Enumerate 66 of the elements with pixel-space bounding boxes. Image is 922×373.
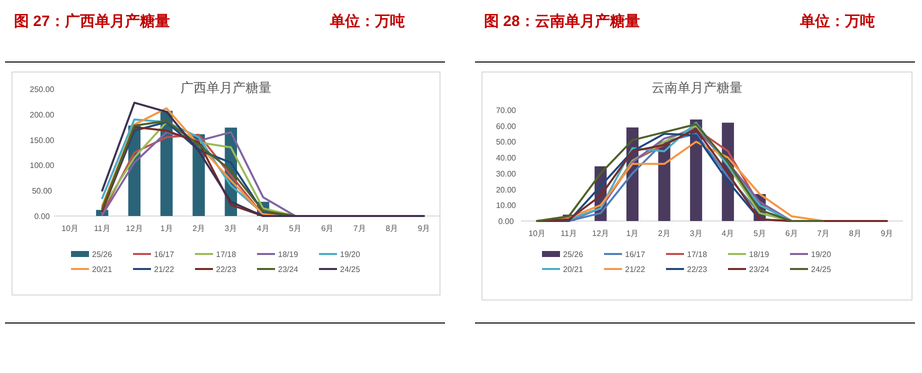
legend-label: 17/18	[216, 250, 237, 259]
legend-label: 24/25	[340, 265, 361, 274]
x-tick-label: 6月	[321, 224, 334, 233]
legend-label: 23/24	[278, 265, 299, 274]
y-tick-label: 40.00	[496, 154, 517, 163]
y-tick-label: 50.00	[32, 186, 53, 196]
legend-label: 18/19	[278, 250, 299, 259]
y-tick-label: 20.00	[496, 185, 517, 194]
chart-title: 云南单月产糖量	[652, 80, 742, 95]
line-series	[536, 128, 888, 222]
x-tick-label: 12月	[592, 229, 610, 238]
y-tick-label: 70.00	[496, 106, 517, 115]
x-tick-label: 5月	[289, 224, 302, 233]
caption: 图 27：广西单月产糖量	[14, 12, 170, 30]
x-tick-label: 4月	[256, 224, 270, 233]
legend-label: 17/18	[687, 250, 708, 259]
text: 单位：万吨	[329, 13, 405, 30]
x-tick-label: 11月	[94, 224, 110, 233]
x-tick-label: 3月	[224, 224, 238, 233]
text: 单位：万吨	[799, 13, 875, 30]
x-tick-label: 7月	[353, 224, 366, 233]
legend-label: 20/21	[92, 265, 113, 274]
x-tick-label: 4月	[722, 229, 734, 238]
y-tick-label: 200.00	[30, 110, 55, 120]
y-tick-label: 30.00	[496, 169, 517, 178]
legend-label: 21/22	[154, 265, 175, 274]
legend-label: 16/17	[625, 250, 646, 259]
caption: 图 28：云南单月产糖量	[484, 13, 640, 30]
x-tick-label: 9月	[418, 224, 430, 233]
y-tick-label: 0.00	[34, 212, 50, 221]
y-tick-label: 150.00	[30, 136, 55, 145]
x-tick-label: 9月	[880, 229, 894, 238]
legend-label: 19/20	[340, 250, 361, 259]
y-tick-label: 250.00	[30, 85, 55, 94]
x-tick-label: 1月	[626, 229, 639, 238]
y-tick-label: 50.00	[496, 138, 517, 147]
line-series	[101, 102, 425, 217]
chart-title: 广西单月产糖量	[180, 80, 272, 95]
x-tick-label: 12月	[126, 224, 143, 233]
y-tick-label: 0.00	[498, 217, 514, 226]
legend-label: 23/24	[749, 265, 770, 274]
x-tick-label: 10月	[62, 224, 78, 233]
legend-label: 18/19	[749, 250, 770, 259]
legend-label: 21/22	[625, 265, 646, 274]
legend-label: 19/20	[811, 250, 832, 259]
x-tick-label: 7月	[817, 229, 830, 238]
legend-label: 16/17	[154, 250, 175, 259]
x-tick-label: 8月	[848, 229, 862, 238]
y-tick-label: 60.00	[496, 122, 517, 131]
legend-label: 22/23	[216, 265, 237, 274]
y-tick-label: 10.00	[496, 201, 517, 210]
legend-label: 25/26	[563, 250, 584, 259]
x-tick-label: 2月	[192, 224, 205, 233]
x-tick-label: 8月	[386, 224, 398, 233]
legend-label: 22/23	[687, 265, 708, 274]
x-tick-label: 6月	[785, 229, 798, 238]
x-tick-label: 5月	[754, 229, 766, 238]
x-tick-label: 1月	[160, 224, 173, 233]
x-tick-label: 10月	[528, 229, 546, 238]
legend-label: 25/26	[92, 250, 113, 259]
legend-label: 24/25	[811, 265, 832, 274]
legend-label: 20/21	[563, 265, 584, 274]
x-tick-label: 3月	[690, 229, 702, 238]
y-tick-label: 100.00	[30, 161, 55, 170]
x-tick-label: 11月	[560, 229, 577, 238]
x-tick-label: 2月	[658, 229, 670, 238]
